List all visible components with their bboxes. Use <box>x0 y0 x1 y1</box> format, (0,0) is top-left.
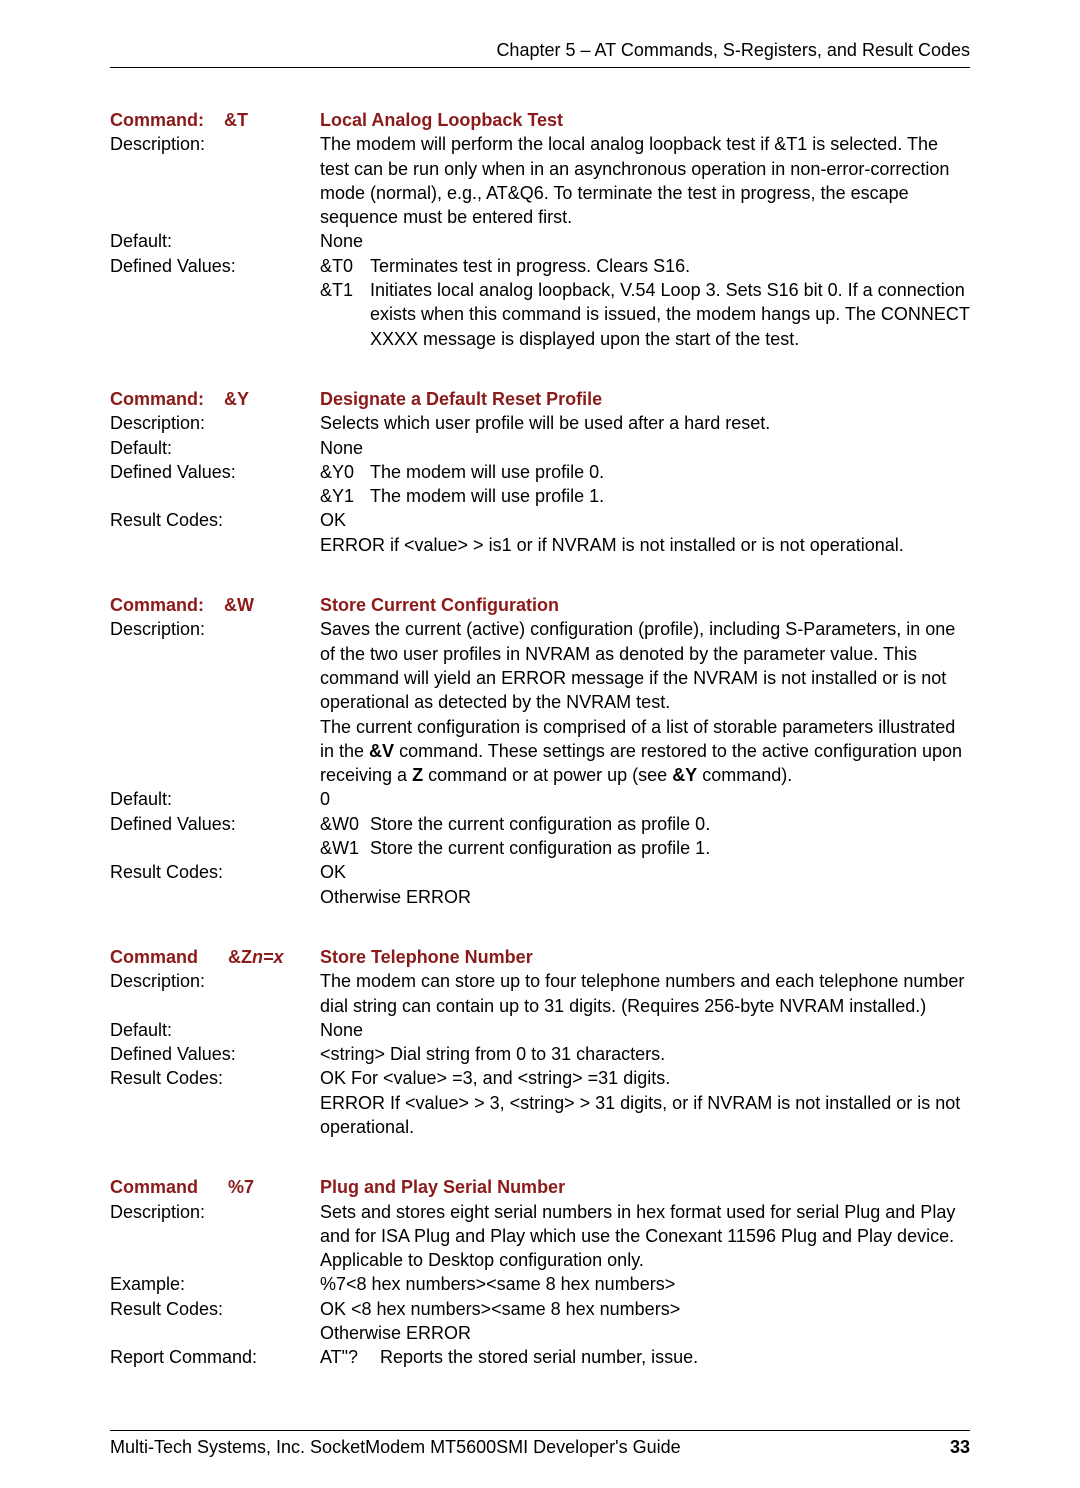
footer-left: Multi-Tech Systems, Inc. SocketModem MT5… <box>110 1437 681 1458</box>
result-code-text: ERROR If <value> > 3, <string> > 31 digi… <box>320 1091 970 1140</box>
default-value: 0 <box>320 787 970 811</box>
description-text: The modem will perform the local analog … <box>320 132 970 229</box>
default-value: None <box>320 229 970 253</box>
result-codes-label: Result Codes: <box>110 1297 320 1321</box>
defined-value-code: &W1 <box>320 836 370 860</box>
default-label: Default: <box>110 436 320 460</box>
default-label: Default: <box>110 1018 320 1042</box>
description-text: Sets and stores eight serial numbers in … <box>320 1200 970 1273</box>
result-codes-label: Result Codes: <box>110 1066 320 1090</box>
command-title: Designate a Default Reset Profile <box>320 387 970 411</box>
command-title: Store Telephone Number <box>320 945 970 969</box>
defined-values-label: Defined Values: <box>110 460 320 484</box>
defined-value-text: The modem will use profile 1. <box>370 484 970 508</box>
result-codes-label: Result Codes: <box>110 860 320 884</box>
command-label-text: Command <box>110 1177 198 1197</box>
report-command-label: Report Command: <box>110 1345 320 1369</box>
report-command-code: AT"? <box>320 1345 380 1369</box>
example-text: %7<8 hex numbers><same 8 hex numbers> <box>320 1272 970 1296</box>
command-label: Command &Zn=x <box>110 945 320 969</box>
result-code-text: Otherwise ERROR <box>320 885 970 909</box>
defined-value-text: Store the current configuration as profi… <box>370 812 970 836</box>
result-code-text: OK <box>320 508 970 532</box>
document-page: Chapter 5 – AT Commands, S-Registers, an… <box>0 0 1080 1488</box>
defined-values-label: Defined Values: <box>110 1042 320 1066</box>
result-code-text: ERROR if <value> > is1 or if NVRAM is no… <box>320 533 970 557</box>
command-label: Command: &W <box>110 593 320 617</box>
description-label: Description: <box>110 1200 320 1273</box>
description-text: The modem can store up to four telephone… <box>320 969 970 1018</box>
defined-value-code: &T1 <box>320 278 370 351</box>
command-label-text: Command: <box>110 389 204 409</box>
result-code-text: OK <box>320 860 970 884</box>
command-code: &Y <box>224 389 249 409</box>
default-value: None <box>320 1018 970 1042</box>
command-block-amp-z: Command &Zn=x Store Telephone Number Des… <box>110 945 970 1139</box>
default-label: Default: <box>110 787 320 811</box>
result-code-text: OK <8 hex numbers><same 8 hex numbers> <box>320 1297 970 1321</box>
defined-value-text: Terminates test in progress. Clears S16. <box>370 254 970 278</box>
command-label-text: Command <box>110 947 198 967</box>
description-label: Description: <box>110 411 320 435</box>
command-code: &Zn=x <box>228 947 284 967</box>
description-label: Description: <box>110 132 320 229</box>
defined-value-text: The modem will use profile 0. <box>370 460 970 484</box>
description-label: Description: <box>110 969 320 1018</box>
defined-value-code: &Y0 <box>320 460 370 484</box>
page-footer: Multi-Tech Systems, Inc. SocketModem MT5… <box>110 1430 970 1458</box>
command-title: Plug and Play Serial Number <box>320 1175 970 1199</box>
defined-values-label: Defined Values: <box>110 812 320 836</box>
command-title: Store Current Configuration <box>320 593 970 617</box>
command-block-amp-t: Command: &T Local Analog Loopback Test D… <box>110 108 970 351</box>
defined-value-code: &T0 <box>320 254 370 278</box>
result-codes-label: Result Codes: <box>110 508 320 532</box>
command-label: Command %7 <box>110 1175 320 1199</box>
description-text: Selects which user profile will be used … <box>320 411 970 435</box>
description-text: Saves the current (active) configuration… <box>320 617 970 787</box>
defined-value-text: Store the current configuration as profi… <box>370 836 970 860</box>
default-label: Default: <box>110 229 320 253</box>
result-code-text: OK For <value> =3, and <string> =31 digi… <box>320 1066 970 1090</box>
command-code: &T <box>224 110 248 130</box>
command-code: &W <box>224 595 254 615</box>
command-label-text: Command: <box>110 110 204 130</box>
command-label: Command: &T <box>110 108 320 132</box>
command-block-amp-y: Command: &Y Designate a Default Reset Pr… <box>110 387 970 557</box>
result-code-text: Otherwise ERROR <box>320 1321 970 1345</box>
command-block-amp-w: Command: &W Store Current Configuration … <box>110 593 970 909</box>
defined-values-label: Defined Values: <box>110 254 320 278</box>
command-code: %7 <box>228 1177 254 1197</box>
footer-page-number: 33 <box>950 1437 970 1458</box>
page-header: Chapter 5 – AT Commands, S-Registers, an… <box>110 40 970 68</box>
defined-value-code: &Y1 <box>320 484 370 508</box>
report-command-text: Reports the stored serial number, issue. <box>380 1345 970 1369</box>
default-value: None <box>320 436 970 460</box>
description-label: Description: <box>110 617 320 787</box>
command-title: Local Analog Loopback Test <box>320 108 970 132</box>
example-label: Example: <box>110 1272 320 1296</box>
defined-value-text: <string> Dial string from 0 to 31 charac… <box>320 1042 970 1066</box>
command-label-text: Command: <box>110 595 204 615</box>
command-block-percent-7: Command %7 Plug and Play Serial Number D… <box>110 1175 970 1369</box>
defined-value-code: &W0 <box>320 812 370 836</box>
command-label: Command: &Y <box>110 387 320 411</box>
defined-value-text: Initiates local analog loopback, V.54 Lo… <box>370 278 970 351</box>
